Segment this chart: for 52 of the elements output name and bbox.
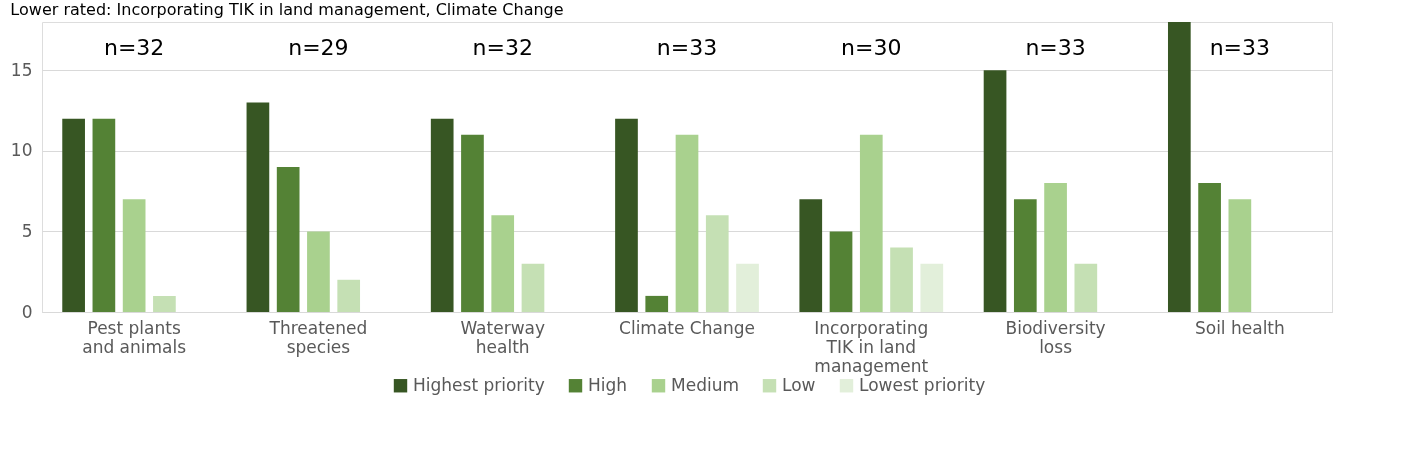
y-tick-label: 15 <box>10 59 33 80</box>
bar <box>615 118 638 312</box>
legend-label: Low <box>782 374 816 395</box>
annotation: n=33 <box>1209 35 1271 60</box>
bar <box>859 134 883 312</box>
bar <box>337 279 361 312</box>
bar <box>983 70 1007 312</box>
x-tick-label: Biodiversity loss <box>1005 317 1106 357</box>
annotation: n=33 <box>656 35 718 60</box>
legend-label: Medium <box>671 374 739 395</box>
bar <box>1013 199 1037 312</box>
bar <box>1167 22 1191 312</box>
x-tick-label: Soil health <box>1194 317 1285 338</box>
x-tick-label: Threatened species <box>268 317 368 357</box>
bar <box>62 118 85 312</box>
bar <box>461 134 484 312</box>
annotation: n=32 <box>103 35 165 60</box>
bar <box>491 215 515 312</box>
bar <box>1074 263 1098 312</box>
y-tick-label: 5 <box>21 220 33 241</box>
x-tick-label: Climate Change <box>619 317 755 338</box>
x-tick-label: Pest plants and animals <box>82 317 187 357</box>
bar <box>122 199 146 312</box>
y-tick-label: 0 <box>21 301 33 322</box>
legend-label: Highest priority <box>413 374 545 395</box>
bar <box>1198 183 1221 312</box>
chart-title: Lower rated: Incorporating TIK in land management, Climate Change <box>10 0 564 19</box>
bar <box>246 102 270 312</box>
annotation: n=30 <box>841 35 902 60</box>
bar <box>920 263 944 312</box>
y-tick-label: 10 <box>10 140 33 161</box>
x-tick-label: Incorporating TIK in land management <box>814 317 929 376</box>
annotation: n=29 <box>288 35 349 60</box>
bar <box>276 167 300 312</box>
bar <box>736 263 759 312</box>
bar <box>675 134 699 312</box>
bar <box>430 118 454 312</box>
bar <box>829 231 853 312</box>
bar <box>153 295 176 312</box>
bar <box>1228 199 1252 312</box>
bar <box>92 118 116 312</box>
x-tick-label: Waterway health <box>460 317 546 357</box>
bar <box>307 231 330 312</box>
bar <box>799 199 823 312</box>
annotation: n=33 <box>1025 35 1086 60</box>
bar <box>1044 183 1067 312</box>
bar <box>521 263 545 312</box>
bar <box>645 295 669 312</box>
bar <box>890 247 913 312</box>
annotation: n=32 <box>472 35 533 60</box>
bar <box>705 215 729 312</box>
legend-label: High <box>588 374 628 395</box>
